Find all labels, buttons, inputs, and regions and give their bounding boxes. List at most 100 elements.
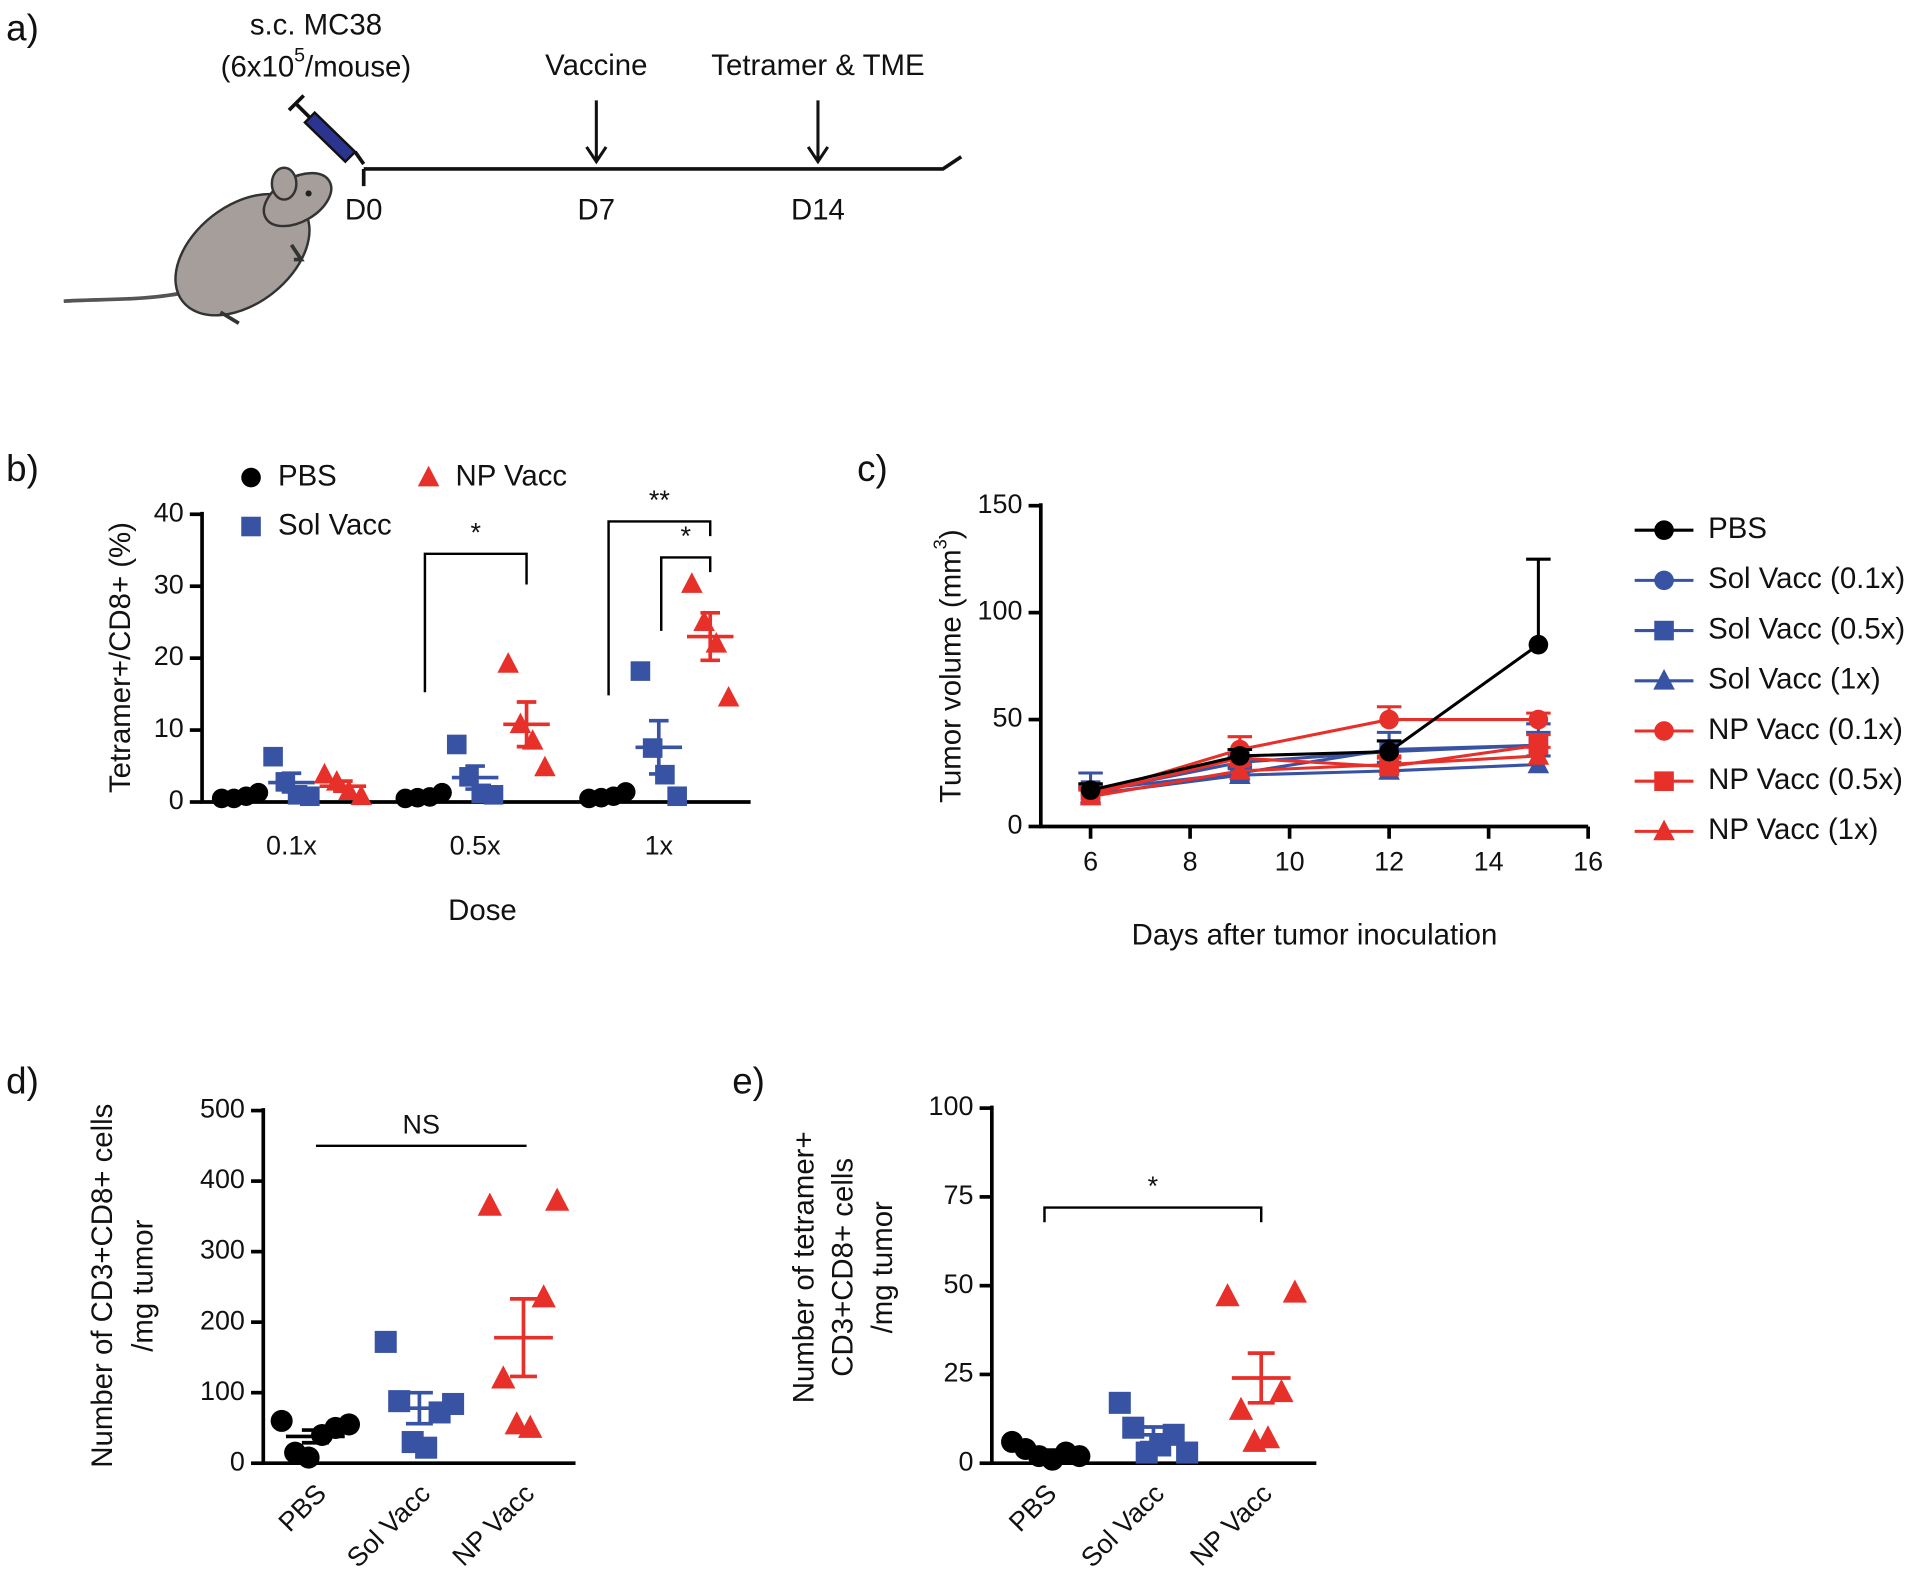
x-tick-label: 12 <box>1374 846 1404 876</box>
panel-label: b) <box>6 448 39 489</box>
y-tick-label: 100 <box>929 1091 974 1121</box>
axis-line <box>200 511 751 804</box>
series-line <box>1090 754 1539 799</box>
y-tick-label: 300 <box>200 1235 245 1265</box>
marker <box>313 762 336 784</box>
marker <box>263 746 283 767</box>
marker <box>518 1414 543 1438</box>
marker <box>477 1192 502 1216</box>
mouse-tail <box>63 289 191 304</box>
legend-marker <box>1654 721 1674 741</box>
legend-label: NP Vacc (0.1x) <box>1708 713 1903 746</box>
sem-bar <box>1247 1351 1275 1405</box>
sem-bar <box>413 792 434 800</box>
legend-marker <box>241 516 261 537</box>
y-tick-label: 100 <box>978 596 1023 626</box>
legend-label: NP Vacc (1x) <box>1708 813 1878 846</box>
marker <box>630 661 651 681</box>
legend-label: PBS <box>278 459 337 492</box>
sem-bar <box>230 792 250 800</box>
legend-marker <box>1653 669 1675 690</box>
syringe <box>287 94 366 166</box>
mouse-feet <box>219 243 305 325</box>
sem-bar <box>510 1297 537 1379</box>
legend-marker <box>417 465 440 487</box>
legend-marker <box>1654 570 1674 591</box>
sem-bar <box>597 792 618 800</box>
y-tick-label: 400 <box>200 1164 245 1194</box>
x-tick-label: 8 <box>1183 846 1198 876</box>
sem-bar <box>405 1390 433 1426</box>
marker <box>483 785 504 805</box>
y-tick-label: 0 <box>958 1446 973 1476</box>
mouse-illustration <box>63 166 333 325</box>
legend-label: Sol Vacc (0.1x) <box>1708 562 1905 595</box>
significance-bracket <box>1043 1206 1263 1223</box>
x-tick-label: 0.1x <box>266 830 317 860</box>
axis-line <box>989 1105 1317 1466</box>
sem-bar <box>516 700 537 749</box>
mouse-eye <box>305 190 312 197</box>
label-text: Tumor volume (mm <box>934 549 967 803</box>
y-tick-label: 75 <box>944 1180 974 1210</box>
x-tick-label: 1x <box>645 830 674 860</box>
marker <box>531 1284 556 1308</box>
sem-bar <box>465 764 485 791</box>
x-tick-label: Sol Vacc <box>341 1478 436 1573</box>
legend-label: NP Vacc <box>456 459 568 492</box>
y-axis-label: CD3+CD8+ cells <box>827 1158 860 1377</box>
marker <box>534 755 556 777</box>
marker <box>1080 780 1101 800</box>
y-tick-label: 50 <box>992 703 1022 733</box>
day-label: D7 <box>578 194 616 227</box>
x-tick-label: PBS <box>1003 1478 1062 1537</box>
legend-label: PBS <box>1708 512 1767 545</box>
marker <box>337 1413 361 1436</box>
marker <box>504 1411 529 1435</box>
panel-label: e) <box>732 1060 765 1101</box>
marker <box>1528 709 1549 730</box>
x-axis-label: Days after tumor inoculation <box>1132 918 1498 951</box>
legend-marker <box>1654 620 1674 641</box>
legend-label: Sol Vacc (0.5x) <box>1708 612 1905 645</box>
marker <box>270 1409 293 1432</box>
x-tick-label: 16 <box>1573 846 1603 876</box>
marker <box>1108 1391 1131 1414</box>
legend-label: Sol Vacc (1x) <box>1708 663 1880 696</box>
timeline-axis <box>361 155 963 187</box>
legend-marker <box>1654 520 1674 540</box>
marker <box>1229 759 1251 780</box>
x-tick-label: 0.5x <box>450 830 501 860</box>
syringe-barrel <box>303 110 357 164</box>
marker <box>374 1330 397 1353</box>
marker <box>1068 1445 1091 1468</box>
error-bar <box>1526 557 1551 645</box>
marker <box>415 1436 438 1459</box>
dose-superscript: 5 <box>294 44 305 66</box>
marker <box>1379 709 1399 730</box>
marker <box>1282 1279 1308 1303</box>
x-tick-label: PBS <box>273 1478 332 1537</box>
marker <box>1215 1283 1240 1307</box>
marker <box>350 784 373 806</box>
marker <box>432 782 452 803</box>
significance-bracket <box>607 520 712 696</box>
x-tick-label: NP Vacc <box>447 1478 541 1572</box>
syringe-plunger <box>287 94 366 166</box>
y-tick-label: 200 <box>200 1305 245 1335</box>
label-superscript: 3 <box>929 539 950 549</box>
axis-line <box>1038 503 1589 829</box>
y-tick-label: 40 <box>154 497 184 527</box>
panel-label: a) <box>6 7 39 48</box>
marker <box>497 652 519 673</box>
y-axis-label: Tumor volume (mm3) <box>929 529 967 803</box>
marker <box>1528 634 1549 655</box>
sem-bar <box>648 718 669 776</box>
event-label: Vaccine <box>545 49 647 82</box>
marker <box>1379 741 1399 762</box>
y-axis-label: Tetramer+/CD8+ (%) <box>104 522 137 793</box>
marker <box>1228 1396 1254 1420</box>
x-tick-label: Sol Vacc <box>1075 1478 1170 1573</box>
marker <box>717 685 740 707</box>
